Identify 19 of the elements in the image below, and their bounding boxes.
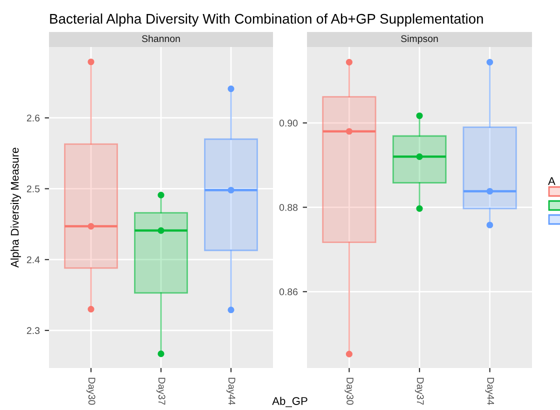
y-tick-label: 0.90 xyxy=(279,120,298,127)
x-tick-label: Day44 xyxy=(485,378,494,405)
x-tick-label: Day44 xyxy=(226,378,236,405)
x-tick-label: Day37 xyxy=(156,378,166,405)
chart-subtitle: Shannon xyxy=(142,34,180,42)
y-tick-label: 0.86 xyxy=(279,288,298,296)
y-tick-label: 2.4 xyxy=(26,256,40,264)
y-tick-label: 0.88 xyxy=(279,204,298,211)
y-tick-label: 2.6 xyxy=(26,114,40,122)
x-axis-title: Ab_GP xyxy=(272,396,308,408)
y-tick-label: 2.5 xyxy=(26,185,40,192)
x-tick-label: Day30 xyxy=(344,378,354,405)
y-tick-label: 2.3 xyxy=(26,327,40,334)
y-axis-title: Alpha Diversity Measure xyxy=(10,148,21,268)
chart-subtitle: Simpson xyxy=(401,34,438,44)
chart-title: Bacterial Alpha Diversity With Combination of Ab+GP Supplementation xyxy=(50,14,483,26)
x-tick-label: Day30 xyxy=(86,378,96,405)
x-tick-label: Day37 xyxy=(414,378,424,405)
legend-title: A xyxy=(548,177,556,185)
